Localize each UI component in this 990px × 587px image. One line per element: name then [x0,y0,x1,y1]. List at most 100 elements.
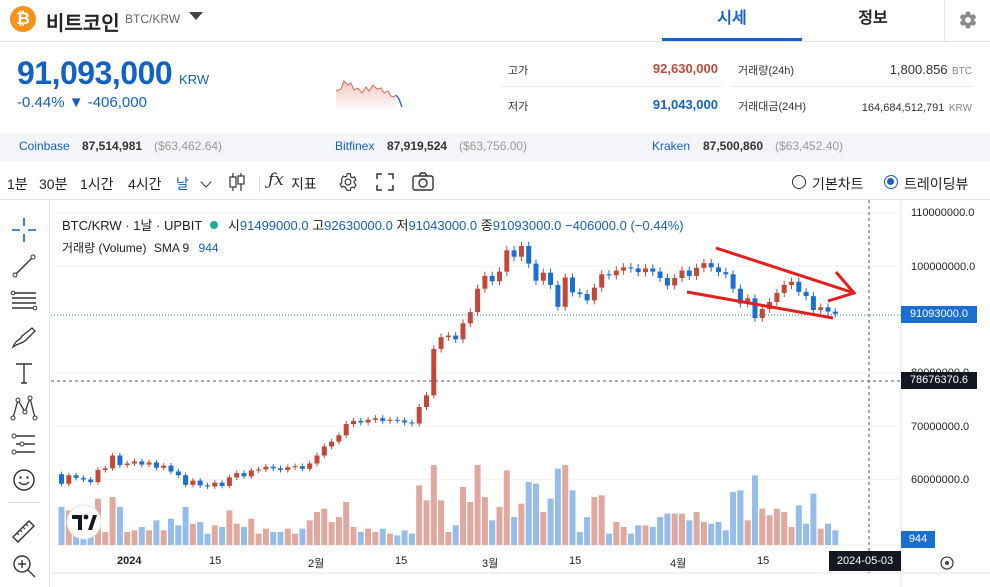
coin-dropdown-chevron-down-icon[interactable] [189,12,203,20]
candle-body [329,441,335,447]
exchange-kraken-name[interactable]: Kraken [652,139,691,153]
volume-bar [562,465,569,545]
candle-body [628,267,634,269]
candle-body [256,469,262,471]
chart-settings-gear-icon[interactable] [338,172,358,192]
interval-30m[interactable]: 30분 [39,176,68,192]
interval-chevron-down-icon[interactable] [200,176,212,188]
volume-sma-label: SMA 9 [153,241,190,255]
tab-info[interactable]: 정보 [858,10,888,27]
x-axis-label: 15 [569,555,582,567]
volume-bar [620,527,627,545]
price-chart[interactable] [51,200,990,587]
legend-low: 91043000.0 [408,218,478,233]
exchange-bitfinex-name[interactable]: Bitfinex [335,139,375,153]
trend-annotation-arrows [686,246,857,320]
indicator-fx-icon[interactable]: ƒx [268,170,284,190]
candle-body [438,337,444,349]
zoom-in-icon[interactable] [8,550,40,582]
candle-body [672,278,678,286]
current-price: 91,093,000 [17,55,173,91]
ruler-measure-icon[interactable] [8,514,40,546]
exchange-bitfinex-value: 87,919,524 [387,139,448,153]
trend-line-icon[interactable] [8,250,40,282]
camera-snapshot-icon[interactable] [412,172,434,192]
candle-body [489,275,495,282]
chart-go-to-settings-icon[interactable] [940,556,954,570]
settings-gear-icon[interactable] [944,0,990,41]
volume-bar [277,532,284,545]
interval-4h[interactable]: 4시간 [128,176,162,192]
coin-pair: BTC/KRW [125,12,181,26]
candle-body [635,268,641,273]
text-tool-icon[interactable] [8,357,40,389]
candle-body [511,250,517,257]
volume-bar [722,530,729,545]
candle-body [132,461,137,464]
volume-bar [737,490,744,545]
pattern-tool-icon[interactable] [8,392,40,424]
volume-bar [700,522,707,545]
candle-body [577,292,583,295]
exchange-kraken-value: 87,500,860 [703,139,764,153]
volume-sma-value: 944 [198,241,219,255]
volume-bar [832,530,839,545]
volume-tag: 944 [901,531,935,548]
candle-body [102,468,108,470]
candle-body [183,475,189,485]
interval-1m[interactable]: 1분 [7,176,28,192]
indicators-button[interactable]: 지표 [291,176,317,192]
candle-body [263,466,269,470]
volume-bar [503,470,510,545]
candle-body [292,466,298,468]
volume-bar [788,527,795,545]
basic-chart-radio[interactable] [792,175,806,189]
candle-body [613,270,619,276]
emoji-smile-icon[interactable] [8,464,40,496]
crosshair-icon[interactable] [8,214,40,246]
volume-bar [766,515,773,545]
volume-bar [270,532,277,545]
tab-price[interactable]: 시세 [662,0,802,41]
basic-chart-label[interactable]: 기본차트 [812,176,864,192]
candle-body [540,272,546,281]
tradingview-radio[interactable] [884,175,898,189]
tradingview-label[interactable]: 트레이딩뷰 [904,176,969,192]
candle-style-icon[interactable] [228,172,246,192]
interval-day[interactable]: 날 [176,176,189,192]
candle-body [190,480,196,485]
candle-body [212,482,218,487]
volume-bar [438,500,445,545]
volume-bar [138,527,145,545]
prediction-tool-icon[interactable] [8,428,40,460]
exchange-coinbase-name[interactable]: Coinbase [19,139,70,153]
volume-bar [350,527,357,545]
brush-icon[interactable] [8,321,40,353]
interval-1h[interactable]: 1시간 [80,176,114,192]
volume-bar [416,485,423,545]
volume-bar [715,522,722,545]
candle-body [533,263,539,281]
volume-bar [533,483,539,545]
candle-body [518,246,524,257]
amount-24h-label: 거래대금(24H) [738,101,806,113]
volume-bar [343,502,350,545]
volume-bar [708,523,715,545]
fib-retracement-icon[interactable] [8,285,40,317]
volume-bar [606,533,612,545]
volume-bar [197,522,204,545]
volume-bar [306,520,313,545]
x-axis-label: 15 [757,555,770,567]
volume-bar [627,533,634,545]
candle-body [299,466,305,469]
candle-body [606,274,612,276]
volume-bar [467,502,474,545]
fullscreen-icon[interactable] [376,173,394,191]
volume-bar [387,533,393,545]
candle-body [153,462,159,468]
candle-body [621,267,627,271]
candle-body [445,335,451,338]
candle-body [679,270,685,279]
volume-bar [226,510,233,545]
volume-bar [160,530,167,545]
